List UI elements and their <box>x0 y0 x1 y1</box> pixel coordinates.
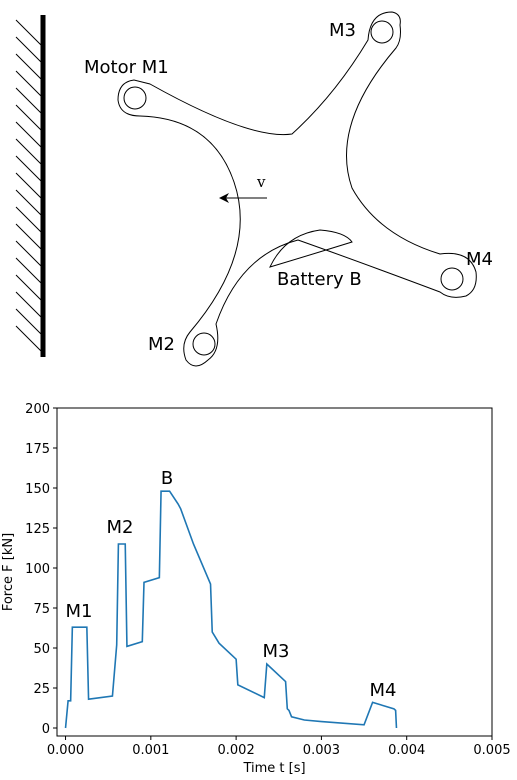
hatch-line <box>15 240 42 267</box>
motor-label: M2 <box>148 334 175 355</box>
x-tick-label: 0.005 <box>473 743 510 758</box>
hatch-line <box>15 172 42 199</box>
drone-frame <box>117 11 477 367</box>
wall-hatch <box>15 19 42 352</box>
annotation: M2 <box>107 517 134 538</box>
hatch-line <box>15 104 42 131</box>
hatch-line <box>15 19 42 46</box>
motor-label: M3 <box>329 20 356 41</box>
y-tick-label: 125 <box>25 522 50 537</box>
velocity-label: v <box>256 173 266 191</box>
annotation: M1 <box>66 601 93 622</box>
motor-m3 <box>370 20 394 44</box>
hatch-line <box>15 87 42 114</box>
hatch-line <box>15 291 42 318</box>
hatch-line <box>15 121 42 148</box>
y-tick-label: 200 <box>25 402 50 417</box>
hatch-line <box>15 206 42 233</box>
x-tick-label: 0.003 <box>303 743 340 758</box>
y-tick-label: 175 <box>25 442 50 457</box>
hatch-line <box>15 257 42 284</box>
annotation: M3 <box>263 641 290 662</box>
motor-m2 <box>192 332 216 356</box>
motor-m1 <box>123 86 147 110</box>
annotation: B <box>161 468 173 489</box>
x-tick-label: 0.002 <box>218 743 255 758</box>
drone <box>117 11 477 367</box>
annotation: M4 <box>370 680 397 701</box>
y-tick-label: 50 <box>33 642 50 657</box>
battery-label: Battery B <box>277 269 362 290</box>
x-axis-label: Time t [s] <box>242 761 305 776</box>
hatch-line <box>15 36 42 63</box>
x-tick-label: 0.001 <box>132 743 169 758</box>
arrow-head <box>219 193 229 203</box>
y-tick-label: 25 <box>33 682 50 697</box>
force-line <box>64 490 398 729</box>
axes-frame <box>56 407 493 737</box>
hatch-line <box>15 325 42 352</box>
motor-label: M4 <box>466 249 493 270</box>
y-tick-label: 0 <box>42 722 50 737</box>
motor-m4 <box>440 267 464 291</box>
y-axis-label: Force F [kN] <box>1 533 16 611</box>
y-tick-label: 75 <box>33 602 50 617</box>
x-tick-label: 0.000 <box>47 743 84 758</box>
y-tick-label: 100 <box>25 562 50 577</box>
motor-label: Motor M1 <box>84 57 169 78</box>
battery-shape <box>269 229 353 268</box>
hatch-line <box>15 308 42 335</box>
y-tick-label: 150 <box>25 482 50 497</box>
hatch-line <box>15 223 42 250</box>
hatch-line <box>15 155 42 182</box>
wall <box>15 15 46 357</box>
hatch-line <box>15 53 42 80</box>
hatch-line <box>15 138 42 165</box>
x-tick-label: 0.004 <box>388 743 425 758</box>
hatch-line <box>15 189 42 216</box>
hatch-line <box>15 70 42 97</box>
hatch-line <box>15 274 42 301</box>
